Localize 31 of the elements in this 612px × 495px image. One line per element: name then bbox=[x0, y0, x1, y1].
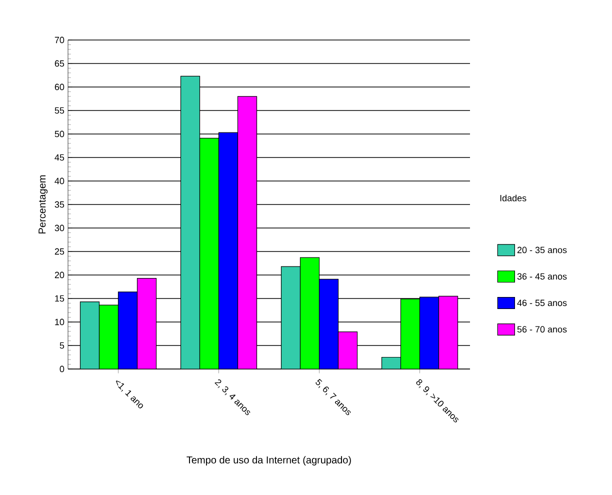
y-tick-label: 20 bbox=[54, 272, 64, 278]
bar bbox=[137, 278, 156, 369]
y-tick-label: 55 bbox=[54, 107, 64, 114]
y-tick-label: 50 bbox=[54, 130, 64, 138]
legend-label: 20 - 35 anos bbox=[517, 246, 567, 254]
y-tick-label: 65 bbox=[54, 60, 64, 67]
y-tick-label: 25 bbox=[54, 248, 64, 255]
y-tick-label: 60 bbox=[54, 84, 64, 90]
y-axis-title: Percentagem bbox=[38, 175, 48, 234]
bar bbox=[419, 296, 440, 369]
y-tick-label: 45 bbox=[54, 154, 64, 161]
y-tick-label: 35 bbox=[54, 201, 64, 208]
y-tick-label: 0 bbox=[60, 366, 64, 372]
y-tick-label: 15 bbox=[55, 295, 64, 302]
legend-label: 56 - 70 anos bbox=[517, 326, 567, 333]
y-tick-label: 30 bbox=[54, 224, 64, 232]
legend-label: 46 - 55 anos bbox=[517, 300, 567, 306]
legend-label: 36 - 45 anos bbox=[517, 273, 567, 280]
bar bbox=[438, 296, 458, 369]
x-tick-label: <1, 1 ano bbox=[116, 380, 143, 408]
bar bbox=[338, 332, 358, 369]
y-tick-label: 70 bbox=[54, 36, 64, 44]
bar bbox=[118, 292, 138, 369]
x-axis-title: Tempo de uso da Internet (agrupado) bbox=[186, 456, 351, 466]
bar bbox=[238, 96, 257, 369]
bar bbox=[218, 132, 238, 369]
y-tick-label: 5 bbox=[60, 342, 64, 349]
legend-title: Idades bbox=[500, 194, 526, 202]
bar bbox=[319, 279, 338, 369]
y-tick-label: 40 bbox=[54, 178, 64, 184]
y-tick-label: 10 bbox=[55, 318, 64, 326]
